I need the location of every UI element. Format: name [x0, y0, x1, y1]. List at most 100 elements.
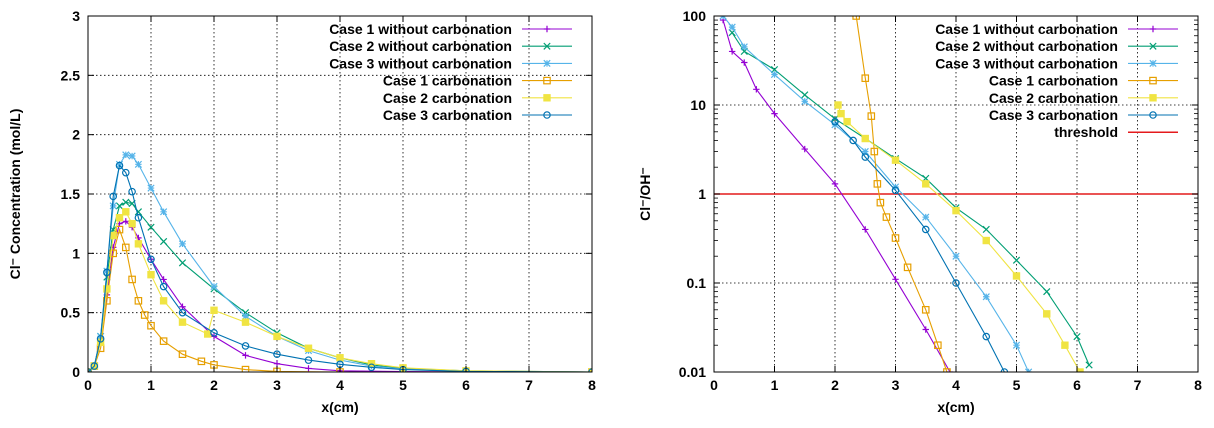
data-point-series-1-shape [242, 352, 249, 359]
data-point-series-5-shape [952, 206, 960, 215]
y-tick-label: 0.1 [687, 275, 707, 291]
data-point-series-5 [834, 101, 842, 109]
data-point-series-3 [982, 293, 990, 301]
data-point-series-4-shape [867, 112, 876, 120]
data-point-series-5-shape [147, 270, 155, 279]
data-point-series-4 [147, 321, 155, 330]
data-point-series-4-shape [140, 311, 149, 319]
data-point-series-6-shape [159, 282, 168, 291]
data-point-series-3-shape [861, 147, 869, 156]
y-axis-label: Cl⁻/OH⁻ [637, 167, 653, 221]
data-point-series-5-shape [204, 330, 212, 338]
legend-label-3: Case 3 without carbonation [935, 55, 1118, 71]
data-point-series-3 [1012, 341, 1021, 349]
data-point-series-6-shape [134, 213, 143, 222]
data-point-series-6 [178, 308, 187, 317]
data-point-series-5 [241, 318, 250, 326]
data-point-series-6 [122, 168, 130, 177]
y-tick-label: 0 [72, 364, 80, 380]
data-point-series-5 [134, 240, 143, 248]
data-point-series-6 [103, 268, 111, 277]
data-point-series-3 [115, 160, 124, 168]
data-point-series-6-shape [90, 362, 99, 370]
data-point-series-5 [210, 306, 218, 314]
data-point-series-3-shape [801, 97, 809, 105]
data-point-series-3-shape [728, 23, 736, 31]
legend-label-1: Case 1 without carbonation [329, 21, 512, 37]
series-line-6 [834, 121, 1005, 372]
data-point-series-6 [134, 213, 143, 222]
data-point-series-5-shape [834, 101, 842, 109]
y-tick-label: 0.01 [679, 364, 706, 380]
data-point-series-1 [741, 59, 748, 66]
data-point-series-2-shape [1043, 288, 1051, 296]
data-point-series-1 [922, 326, 929, 333]
data-point-series-4-shape [934, 341, 942, 350]
series-line-3 [88, 154, 592, 372]
data-point-series-3-shape [109, 202, 117, 210]
data-point-series-5 [122, 208, 130, 216]
data-point-series-6 [210, 329, 218, 337]
series-line-4 [855, 16, 948, 372]
data-point-series-5 [1043, 310, 1051, 318]
data-point-series-5-shape [837, 109, 845, 118]
series-line-6 [88, 164, 592, 372]
data-point-series-5-shape [103, 285, 111, 293]
legend-marker-6-shape [543, 111, 551, 119]
legend-label-4: Case 1 carbonation [989, 73, 1118, 89]
data-point-series-1 [179, 303, 186, 310]
data-point-series-5 [147, 270, 155, 279]
y-tick-label: 10 [690, 97, 706, 113]
data-point-series-1-shape [801, 145, 808, 153]
data-point-series-6 [861, 153, 870, 161]
data-point-series-4-shape [241, 365, 250, 372]
data-point-series-4 [128, 275, 136, 284]
series-line-5 [88, 210, 592, 372]
data-point-series-3-shape [210, 282, 218, 291]
data-point-series-5 [1061, 341, 1069, 349]
legend-marker-6 [543, 111, 551, 119]
x-axis-label: x(cm) [937, 399, 974, 415]
y-tick-label: 2 [72, 127, 80, 143]
data-point-series-4 [861, 74, 870, 83]
data-point-series-4-shape [882, 213, 891, 221]
data-point-series-2 [982, 225, 990, 234]
legend-label-5: Case 2 carbonation [383, 90, 512, 106]
data-point-series-6-shape [861, 153, 870, 161]
data-point-series-4-shape [159, 337, 168, 345]
right-ratio-chart: 0 1 2 3 4 5 6 7 8 0.01 0.1 1 10 100 x(cm) Cl⁻/OH⁻ Case 1… [637, 8, 1202, 415]
data-point-series-1-shape [892, 276, 899, 283]
data-point-series-4-shape [178, 350, 187, 359]
data-point-series-6-shape [147, 255, 155, 264]
data-point-series-3-shape [770, 70, 779, 79]
data-point-series-1 [753, 86, 760, 93]
legend-marker-3-shape [543, 59, 551, 68]
data-point-series-5 [304, 344, 313, 352]
data-point-series-1 [242, 352, 249, 359]
left-concentration-chart: 0 1 2 3 4 5 6 7 8 0 0.5 1 1.5 2 2.5 3 x(cm) Cl⁻ Concentra… [7, 8, 596, 415]
x-tick-label: 2 [831, 377, 839, 393]
data-point-series-3-shape [147, 184, 155, 192]
data-point-series-3 [801, 97, 809, 105]
data-point-series-2-shape [982, 225, 990, 234]
data-point-series-5 [109, 231, 117, 240]
data-point-series-3 [159, 208, 168, 216]
data-point-series-5-shape [134, 240, 143, 248]
x-tick-label: 0 [84, 377, 92, 393]
data-point-series-1 [801, 145, 808, 153]
data-point-series-5-shape [241, 318, 250, 326]
x-tick-label: 8 [1194, 377, 1202, 393]
data-point-series-4 [109, 249, 118, 258]
data-point-series-5 [336, 354, 344, 362]
data-point-series-3 [109, 202, 117, 210]
data-point-series-4-shape [861, 74, 870, 83]
data-point-series-1 [160, 276, 167, 283]
data-point-series-4 [876, 198, 885, 207]
data-point-series-6-shape [115, 161, 124, 170]
data-point-series-1 [892, 276, 899, 283]
x-tick-label: 1 [147, 377, 155, 393]
data-point-series-4-shape [147, 321, 155, 330]
legend-marker-5 [543, 94, 551, 102]
data-point-series-3-shape [178, 240, 187, 248]
